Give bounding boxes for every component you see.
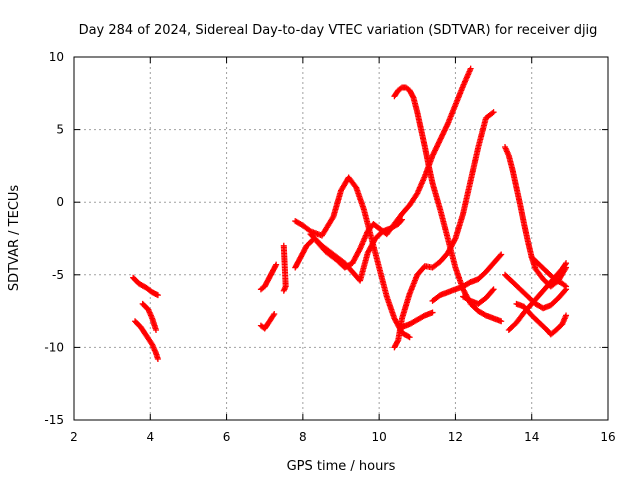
series-track-14: [460, 286, 497, 307]
data-point: [153, 326, 160, 333]
x-tick-label: 2: [70, 430, 78, 444]
data-point: [490, 109, 497, 116]
y-tick-label: 5: [56, 123, 64, 137]
data-point: [280, 287, 287, 294]
series-track-12: [399, 309, 436, 331]
series-track-11: [391, 109, 497, 351]
plot-frame: [73, 56, 609, 421]
y-tick-label: -15: [44, 413, 64, 427]
chart-title: Day 284 of 2024, Sidereal Day-to-day VTE…: [79, 23, 598, 38]
data-point: [399, 216, 406, 223]
series-track-06: [280, 242, 289, 294]
data-point: [398, 217, 405, 224]
series-track-15: [502, 144, 570, 290]
y-axis-label: SDTVAR / TECUs: [7, 185, 22, 292]
data-point: [429, 309, 436, 316]
x-tick-label: 6: [223, 430, 231, 444]
y-tick-label: -10: [44, 340, 64, 354]
data-point: [561, 282, 568, 289]
x-tick-label: 16: [600, 430, 615, 444]
data-point: [405, 333, 412, 340]
data-point: [270, 312, 277, 319]
x-tick-label: 12: [448, 430, 463, 444]
data-point: [562, 261, 569, 268]
series-track-17: [502, 271, 570, 312]
data-point: [356, 246, 363, 253]
series-track-18: [513, 300, 570, 338]
y-tick-label: 10: [49, 50, 64, 64]
series-track-01: [130, 274, 161, 299]
series-track-19: [528, 254, 570, 290]
series-track-13: [429, 251, 505, 304]
data-point: [329, 215, 336, 222]
x-tick-label: 10: [372, 430, 387, 444]
series-track-08: [292, 174, 413, 341]
data-point: [489, 110, 496, 117]
data-point: [154, 356, 161, 363]
data-point: [563, 260, 570, 267]
series-track-05: [257, 261, 280, 293]
x-tick-label: 14: [524, 430, 539, 444]
series-track-04: [257, 311, 278, 332]
data-point: [406, 334, 413, 341]
y-tick-label: -5: [52, 268, 64, 282]
x-tick-labels: 2 4 6 8 10 12 14 16: [70, 430, 615, 444]
x-tick-label: 8: [299, 430, 307, 444]
y-tick-labels: -15 -10 -5 0 5 10: [44, 50, 64, 427]
data-point: [498, 251, 505, 258]
data-point: [497, 252, 504, 259]
y-tick-label: 0: [56, 195, 64, 209]
axis-ticks: [73, 56, 609, 421]
data-point: [490, 286, 497, 293]
data-point: [563, 283, 570, 290]
data-point: [467, 65, 474, 72]
data-point: [154, 292, 161, 299]
series-track-03: [139, 300, 160, 333]
data-point: [563, 312, 570, 319]
data-point: [273, 261, 280, 268]
x-tick-label: 4: [146, 430, 154, 444]
data-point: [271, 311, 278, 318]
series-track-09: [307, 216, 406, 284]
data-point: [489, 287, 496, 294]
data-point: [451, 236, 458, 243]
series-track-02: [132, 318, 161, 363]
x-axis-label: GPS time / hours: [287, 459, 396, 474]
data-points: [130, 65, 570, 363]
data-point: [498, 318, 505, 325]
